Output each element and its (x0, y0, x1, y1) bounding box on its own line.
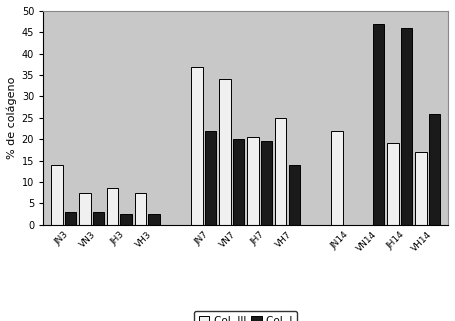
Bar (79, 193, 91, 225)
Bar (205, 131, 216, 225)
Bar (261, 141, 272, 225)
Bar (121, 214, 132, 225)
Bar (65, 212, 76, 225)
Bar (387, 143, 399, 225)
Bar (288, 165, 300, 225)
Bar (148, 214, 160, 225)
Bar (247, 137, 258, 225)
Bar (415, 152, 427, 225)
Bar (107, 188, 118, 225)
Bar (135, 193, 147, 225)
Bar (192, 66, 202, 225)
Bar (275, 118, 287, 225)
Bar (429, 114, 440, 225)
Bar (219, 79, 231, 225)
Bar (331, 131, 343, 225)
Bar (373, 24, 384, 225)
Bar (92, 212, 104, 225)
Bar (233, 139, 244, 225)
Y-axis label: % de colágeno: % de colágeno (7, 77, 17, 159)
Bar (51, 165, 63, 225)
Legend: Col. III, Col. I: Col. III, Col. I (194, 311, 298, 321)
Bar (401, 28, 412, 225)
